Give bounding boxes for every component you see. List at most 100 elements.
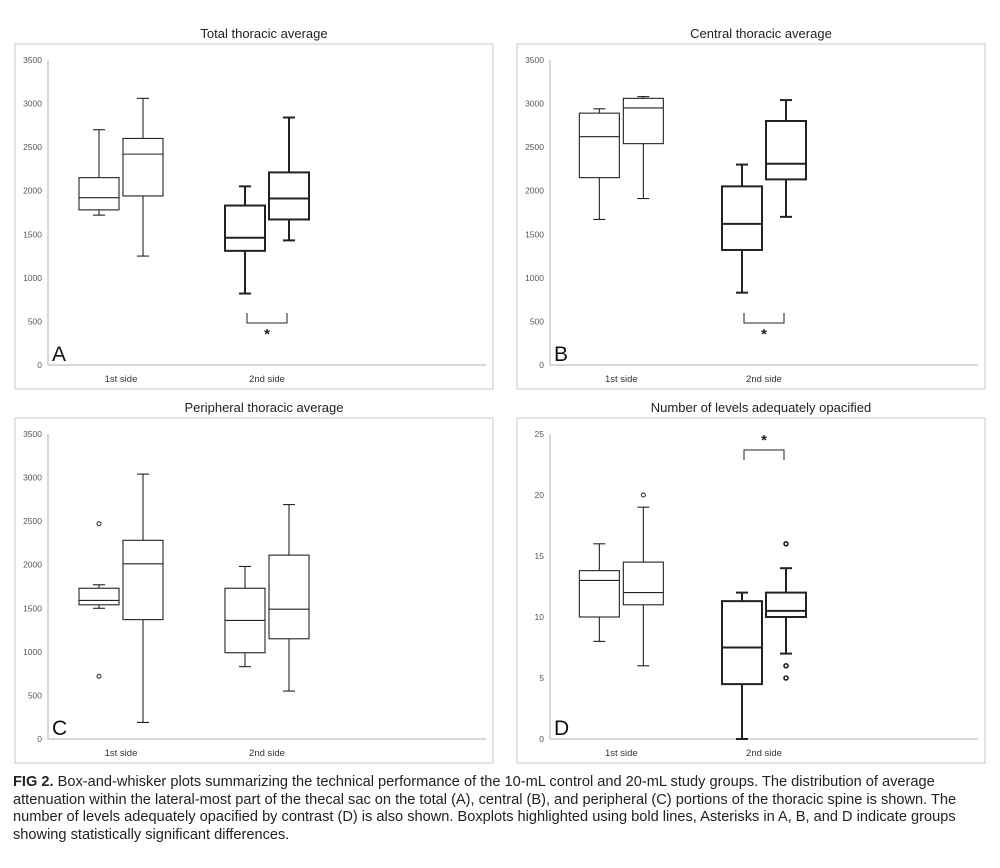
chart-d-frame (516, 417, 986, 764)
chart-a-box-3 (224, 185, 266, 295)
chart-b-ytick-label: 0 (539, 360, 544, 370)
chart-d-ytick-label: 20 (535, 490, 545, 500)
chart-c-ytick-label: 3500 (23, 429, 42, 439)
chart-c-box-1 (78, 521, 120, 679)
chart-d-ytick-label: 5 (539, 673, 544, 683)
figure-caption: FIG 2. Box-and-whisker plots summarizing… (13, 774, 985, 844)
chart-b-box-2 (622, 96, 664, 200)
chart-b-ytick-label: 3500 (525, 55, 544, 65)
chart-panel-a: Total thoracic average 0 500 1000 1500 2000 25… (14, 20, 498, 392)
chart-c-category-label: 2nd side (249, 748, 285, 759)
box-iqr (765, 120, 807, 181)
chart-d-ytick-label: 10 (535, 612, 545, 622)
box-iqr (721, 185, 763, 251)
chart-a-box-1 (78, 129, 120, 216)
chart-c-ytick-label: 1500 (23, 603, 42, 613)
chart-a-ytick-label: 3500 (23, 55, 42, 65)
chart-b-title: Central thoracic average (690, 26, 832, 41)
chart-d-svg: Number of levels adequately opacified 0 5 1… (516, 400, 986, 764)
box-iqr (721, 600, 763, 686)
chart-b-ytick-label: 2500 (525, 142, 544, 152)
chart-a-significance-marker: * (264, 326, 270, 343)
chart-a-ytick-label: 2500 (23, 142, 42, 152)
chart-a-category-label: 1st side (105, 374, 138, 385)
chart-b-box-4 (765, 99, 807, 218)
box-iqr (78, 177, 120, 211)
chart-a-panel-letter: A (52, 343, 66, 366)
chart-a-ytick-label: 3000 (23, 99, 42, 109)
chart-d-ytick-label: 25 (535, 429, 545, 439)
box-iqr (268, 171, 310, 221)
chart-c-ytick-label: 3000 (23, 473, 42, 483)
box-iqr (122, 539, 164, 621)
outlier-point (783, 662, 789, 669)
outlier-point (640, 492, 646, 498)
chart-c-ytick-label: 500 (28, 690, 42, 700)
chart-panel-b: Central thoracic average 0 500 1000 1500 2000… (516, 20, 990, 392)
chart-a-ytick-label: 1500 (23, 229, 42, 239)
chart-a-svg: Total thoracic average 0 500 1000 1500 2000 25… (14, 26, 494, 390)
outlier-point (96, 673, 102, 679)
box-iqr (224, 204, 266, 252)
chart-a-ytick-label: 1000 (23, 273, 42, 283)
chart-b-svg: Central thoracic average 0 500 1000 1500 2000… (516, 26, 986, 390)
chart-d-category-label: 1st side (605, 748, 638, 759)
outlier-point (96, 521, 102, 527)
chart-d-ytick-label: 15 (535, 551, 545, 561)
box-iqr (765, 591, 807, 619)
chart-d-ytick-label: 0 (539, 734, 544, 744)
chart-b-ytick-label: 2000 (525, 186, 544, 196)
chart-c-panel-letter: C (52, 717, 67, 740)
chart-a-ytick-label: 2000 (23, 186, 42, 196)
chart-panel-c: Peripheral thoracic average 0 500 1000 1500 2… (14, 394, 498, 766)
outlier-point (783, 675, 789, 681)
chart-d-box-3 (721, 591, 763, 740)
chart-c-category-label: 1st side (105, 748, 138, 759)
chart-c-title: Peripheral thoracic average (185, 400, 344, 415)
chart-b-ytick-label: 1000 (525, 273, 544, 283)
box-iqr (122, 137, 164, 197)
box-iqr (268, 554, 310, 640)
chart-d-significance-marker: * (761, 432, 767, 449)
chart-a-ytick-label: 0 (37, 360, 42, 370)
chart-c-ytick-label: 1000 (23, 647, 42, 657)
chart-d-panel-letter: D (554, 717, 569, 740)
box-iqr (78, 587, 120, 606)
caption-text: Box-and-whisker plots summarizing the te… (13, 774, 957, 843)
chart-c-ytick-label: 2000 (23, 560, 42, 570)
chart-b-significance-marker: * (761, 326, 767, 343)
chart-c-box-4 (268, 504, 310, 692)
chart-c-box-3 (224, 565, 266, 668)
chart-c-ytick-label: 2500 (23, 516, 42, 526)
chart-a-ytick-label: 500 (28, 316, 42, 326)
box-iqr (622, 561, 664, 606)
chart-b-panel-letter: B (554, 343, 568, 366)
chart-b-category-label: 2nd side (746, 374, 782, 385)
chart-panel-d: Number of levels adequately opacified 0 5 1… (516, 394, 990, 766)
chart-b-frame (516, 43, 986, 390)
chart-d-title: Number of levels adequately opacified (651, 400, 871, 415)
chart-a-frame (14, 43, 494, 390)
chart-d-box-2 (622, 492, 664, 667)
chart-a-box-2 (122, 97, 164, 257)
chart-c-box-2 (122, 473, 164, 723)
chart-a-title: Total thoracic average (200, 26, 327, 41)
caption-label: FIG 2. (13, 774, 54, 790)
chart-a-significance-bracket (246, 313, 288, 324)
chart-b-ytick-label: 3000 (525, 99, 544, 109)
chart-c-ytick-label: 0 (37, 734, 42, 744)
chart-d-significance-bracket (743, 449, 785, 460)
chart-b-ytick-label: 1500 (525, 229, 544, 239)
chart-c-svg: Peripheral thoracic average 0 500 1000 1500 2… (14, 400, 494, 764)
outlier-point (783, 541, 789, 547)
chart-b-significance-bracket (743, 313, 785, 324)
chart-a-box-4 (268, 116, 310, 242)
chart-a-category-label: 2nd side (249, 374, 285, 385)
chart-b-box-3 (721, 163, 763, 294)
box-iqr (622, 97, 664, 145)
chart-c-frame (14, 417, 494, 764)
chart-b-box-1 (578, 108, 620, 221)
chart-b-category-label: 1st side (605, 374, 638, 385)
box-iqr (578, 112, 620, 179)
chart-b-ytick-label: 500 (530, 316, 544, 326)
